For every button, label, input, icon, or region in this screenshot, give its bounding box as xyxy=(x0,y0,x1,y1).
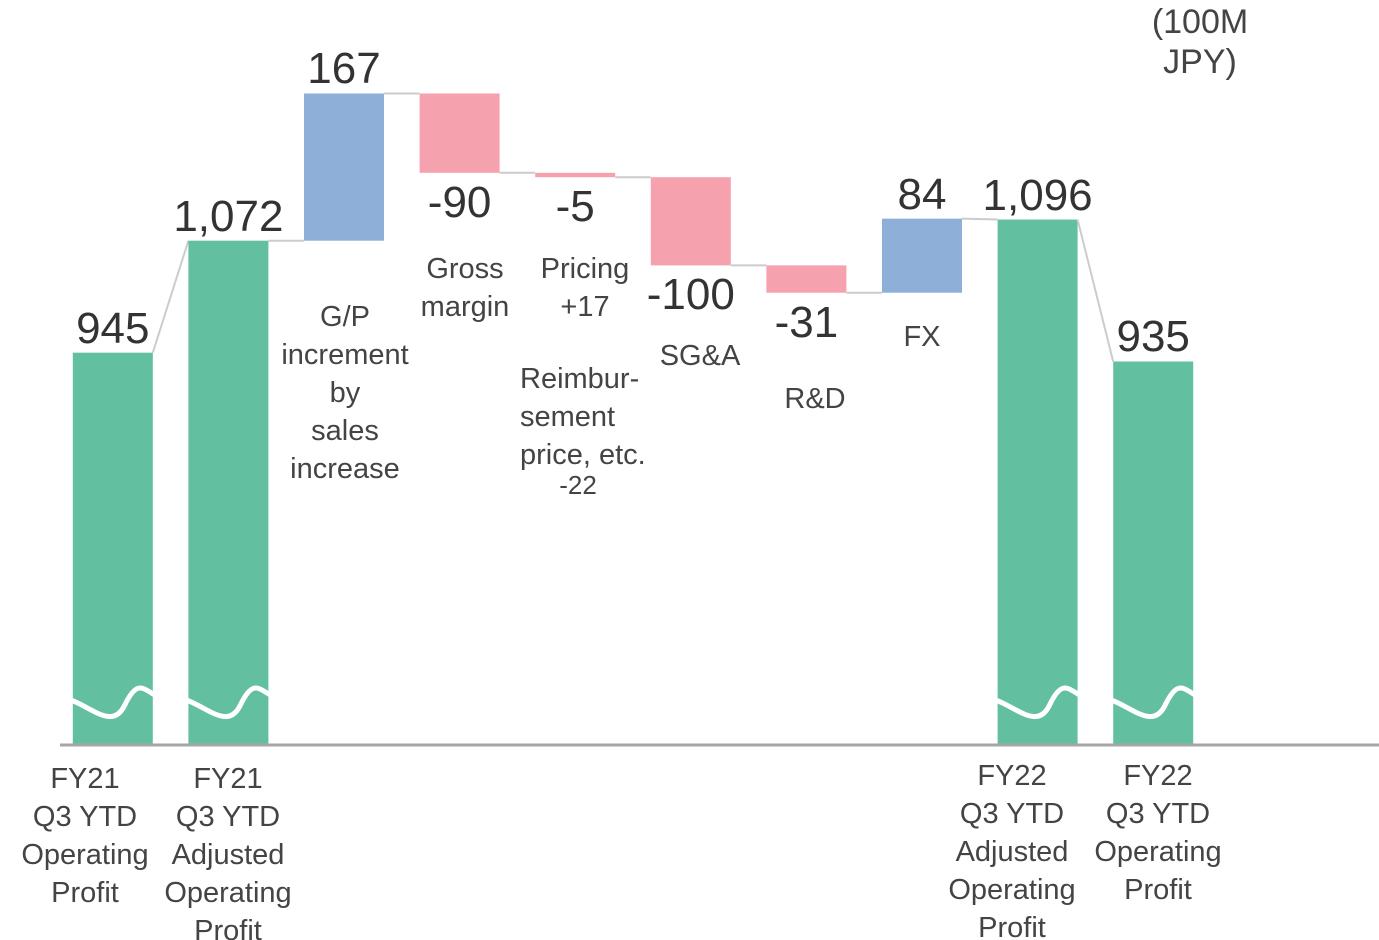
bar xyxy=(188,240,269,745)
bar xyxy=(882,218,962,293)
value-label: -31 xyxy=(774,297,839,347)
category-label: Pricing +17 xyxy=(540,253,630,323)
value-label: 945 xyxy=(76,303,150,353)
category-label: FY21 Q3 YTD Operating Profit xyxy=(21,763,149,909)
category-label: SG&A xyxy=(659,340,741,372)
connector xyxy=(151,240,190,353)
bar xyxy=(766,265,847,293)
bar xyxy=(650,177,731,266)
bar xyxy=(535,172,616,178)
bar xyxy=(304,93,384,241)
value-label: -5 xyxy=(555,182,595,232)
axis-break xyxy=(994,685,1081,720)
value-label: 935 xyxy=(1116,312,1190,362)
category-label: FY21 Q3 YTD Adjusted Operating Profit xyxy=(164,763,292,940)
value-label: 1,072 xyxy=(173,191,284,241)
connector xyxy=(961,217,998,221)
value-label: -90 xyxy=(427,177,492,227)
value-label: 84 xyxy=(897,169,947,219)
category-label: FX xyxy=(903,321,941,353)
connector xyxy=(1076,219,1115,362)
value-label: -100 xyxy=(646,270,735,320)
category-label: FY22 Q3 YTD Operating Profit xyxy=(1094,760,1222,906)
axis-break xyxy=(69,685,157,720)
category-label: R&D xyxy=(784,383,846,415)
bar xyxy=(419,93,500,173)
bar xyxy=(997,219,1078,746)
bar xyxy=(1113,361,1194,745)
category-label: FY22 Q3 YTD Adjusted Operating Profit xyxy=(948,760,1076,940)
axis-break xyxy=(185,685,272,720)
category-label: Gross margin xyxy=(420,253,510,323)
annotation: Reimbur- sement price, etc. xyxy=(520,363,646,471)
annotation: -22 xyxy=(559,470,597,500)
axis-break xyxy=(1110,685,1197,720)
value-label: 167 xyxy=(307,44,381,94)
category-label: G/P increment by sales increase xyxy=(281,301,409,485)
value-label: 1,096 xyxy=(982,170,1093,220)
unit-label: (100M JPY) xyxy=(1151,3,1249,81)
bar xyxy=(72,352,153,745)
